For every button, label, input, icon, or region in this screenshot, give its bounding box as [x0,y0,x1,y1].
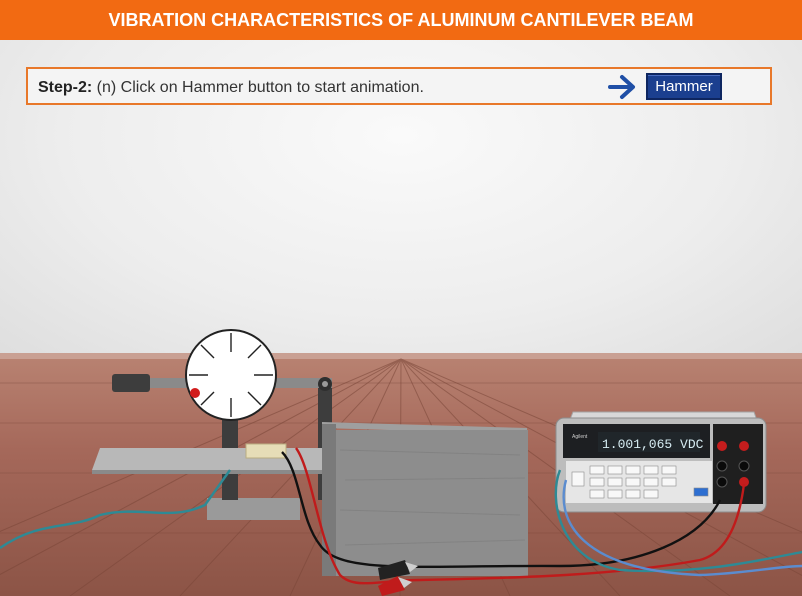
page-title: VIBRATION CHARACTERISTICS OF ALUMINUM CA… [0,0,802,40]
digital-multimeter: 1.001,065 VDC Agilent [555,411,767,513]
multimeter-display: 1.001,065 VDC [602,437,704,452]
step-label: Step-2: [38,79,93,96]
arrow-right-icon [608,75,635,99]
concrete-block [322,422,528,576]
instruction-panel: Step-2: (n) Click on Hammer button to st… [26,67,772,105]
exciter-disc [185,329,277,421]
counterweight [112,374,150,392]
step-instruction: (n) Click on Hammer button to start anim… [92,79,424,96]
hammer-button[interactable]: Hammer [646,73,722,100]
stand-base [207,498,300,520]
cables [0,447,802,585]
strain-gauge [245,443,287,459]
instruction-text: Step-2: (n) Click on Hammer button to st… [38,79,424,97]
crocodile-clip-black [378,560,418,580]
multimeter-brand: Agilent [572,434,588,440]
crocodile-clip-red [378,576,412,596]
